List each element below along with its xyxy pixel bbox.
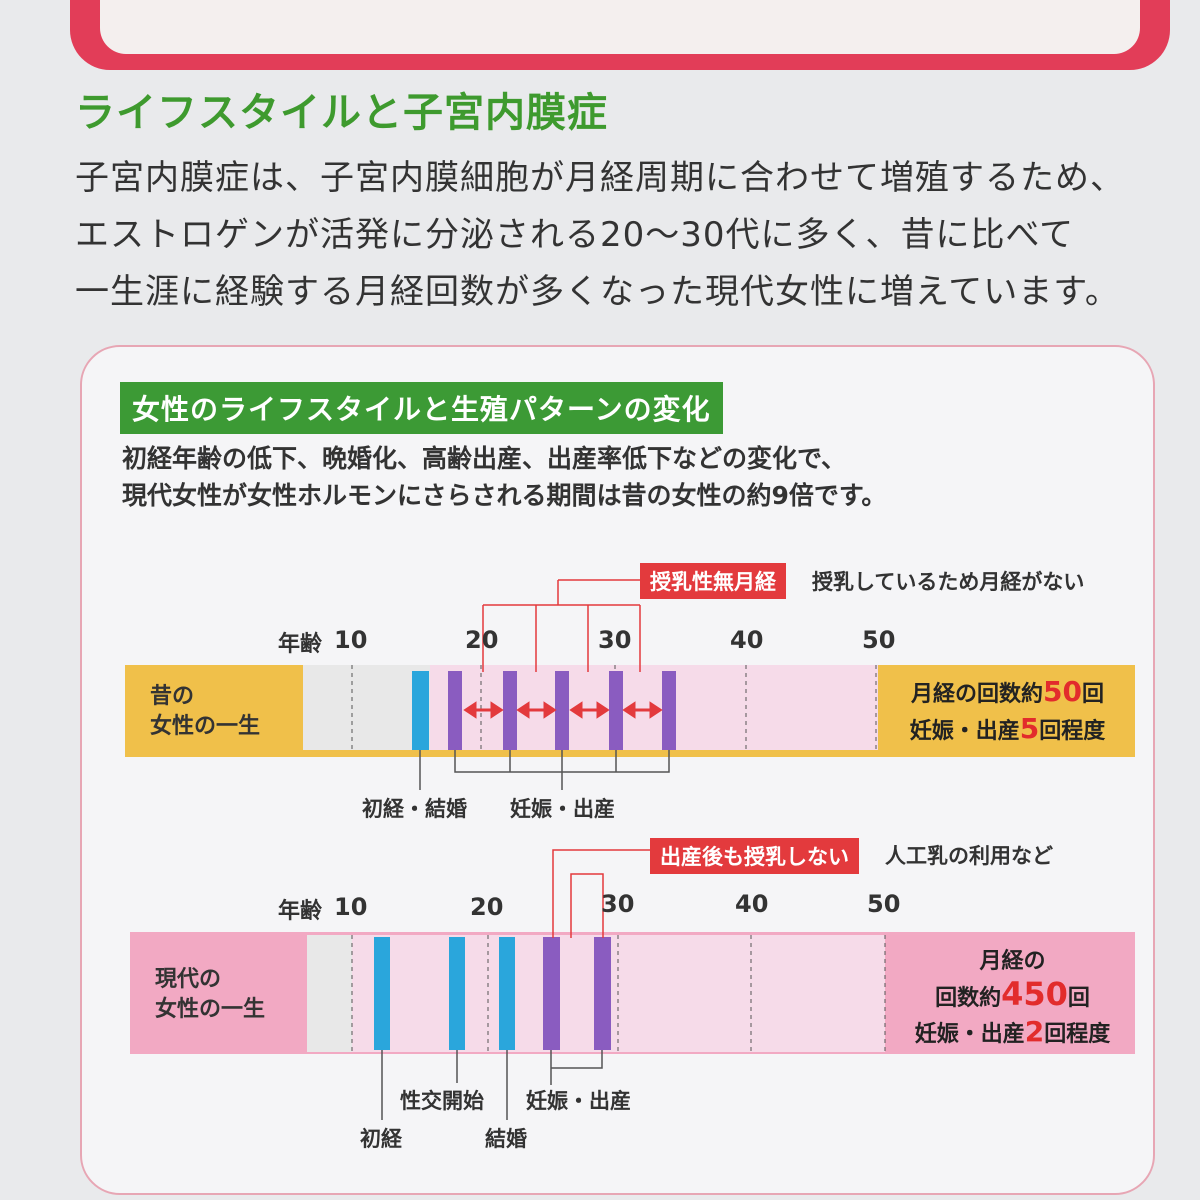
modern-row-label-line: 女性の一生 (155, 997, 266, 1022)
past-event-menarche-marriage: 初経・結婚 (362, 797, 467, 821)
modern-event-connectors (381, 1050, 603, 1120)
past-callout-badge: 授乳性無月経 (640, 563, 786, 599)
intro-line: 子宮内膜症は、子宮内膜細胞が月経周期に合わせて増殖するため、 (75, 158, 1125, 198)
past-result-unit: 回程度 (1039, 719, 1106, 744)
modern-result-text: 月経の (979, 949, 1046, 974)
past-lactation-arrows (463, 701, 663, 719)
intro-line: 一生涯に経験する月経回数が多くなった現代女性に増えています。 (75, 272, 1120, 312)
past-event-connectors (419, 750, 670, 790)
past-pregnancy-bar (503, 671, 517, 750)
top-frame-inner (100, 0, 1140, 54)
intro-line: エストロゲンが活発に分泌される20～30代に多く、昔に比べて (75, 215, 1075, 255)
modern-result-unit: 回程度 (1044, 1022, 1111, 1047)
modern-event-menarche: 初経 (360, 1127, 402, 1151)
past-callout-connector (482, 579, 641, 672)
modern-intercourse-bar (449, 937, 465, 1050)
modern-pregnancy-bar (594, 937, 611, 1050)
modern-callout-badge: 出産後も授乳しない (650, 838, 859, 874)
past-result-unit: 回 (1081, 682, 1104, 707)
modern-row-label-line: 現代の (155, 967, 222, 992)
past-event-pregnancy-birth: 妊娠・出産 (510, 797, 615, 821)
past-result-text: 月経の回数約 (911, 682, 1044, 707)
past-age-prefix: 年齢 (278, 632, 323, 657)
past-pregnancy-bar (555, 671, 569, 750)
past-menarche-bar (412, 671, 429, 750)
modern-pregnancy-bar (543, 937, 560, 1050)
modern-callout-connector (552, 849, 650, 938)
past-pregnancy-bar (448, 671, 462, 750)
panel-desc-line: 現代女性が女性ホルモンにさらされる期間は昔の女性の約9倍です。 (122, 481, 887, 510)
modern-result-text: 回数約 (935, 986, 1002, 1011)
panel-description: 初経年齢の低下、晩婚化、高齢出産、出産率低下などの変化で、 現代女性が女性ホルモ… (122, 440, 1122, 514)
past-age-40: 40 (730, 626, 764, 654)
modern-age-10: 10 (334, 893, 368, 921)
modern-age-20: 20 (470, 893, 504, 921)
past-age-10: 10 (334, 626, 368, 654)
modern-age-prefix: 年齢 (278, 899, 323, 924)
modern-result-text: 妊娠・出産 (914, 1022, 1025, 1047)
past-result: 月経の回数約50回 妊娠・出産5回程度 (880, 675, 1135, 749)
modern-age-50: 50 (867, 890, 901, 918)
modern-result: 月経の 回数約450回 妊娠・出産2回程度 (890, 945, 1135, 1051)
past-row-label: 昔の 女性の一生 (150, 682, 260, 742)
modern-row-label: 現代の 女性の一生 (155, 965, 265, 1025)
panel-desc-line: 初経年齢の低下、晩婚化、高齢出産、出産率低下などの変化で、 (122, 444, 847, 473)
modern-event-pregnancy-birth: 妊娠・出産 (526, 1089, 631, 1113)
past-row-label-line: 女性の一生 (150, 714, 261, 739)
past-row (125, 579, 1135, 790)
past-pregnancy-bar (662, 671, 676, 750)
past-age-20: 20 (465, 626, 499, 654)
modern-age-30: 30 (601, 890, 635, 918)
modern-event-marriage: 結婚 (485, 1127, 527, 1151)
past-pregnancy-count: 5 (1019, 712, 1040, 745)
past-pregnancy-bar (609, 671, 623, 750)
modern-row (130, 849, 1135, 1120)
modern-callout-note: 人工乳の利用など (885, 844, 1053, 868)
modern-age-40: 40 (735, 890, 769, 918)
modern-event-intercourse: 性交開始 (400, 1089, 484, 1113)
past-callout-note: 授乳しているため月経がない (812, 570, 1085, 594)
modern-pregnancy-count: 2 (1024, 1015, 1045, 1048)
modern-result-unit: 回 (1067, 986, 1090, 1011)
past-menstruation-count: 50 (1043, 675, 1082, 708)
past-age-50: 50 (862, 626, 896, 654)
modern-marriage-bar (499, 937, 515, 1050)
top-decorative-frame (70, 0, 1170, 70)
intro-paragraph: 子宮内膜症は、子宮内膜細胞が月経周期に合わせて増殖するため、 エストロゲンが活発… (75, 150, 1185, 321)
modern-menarche-bar (374, 937, 390, 1050)
modern-menstruation-count: 450 (1001, 975, 1068, 1013)
past-age-30: 30 (598, 626, 632, 654)
panel-title: 女性のライフスタイルと生殖パターンの変化 (120, 382, 723, 434)
past-row-label-line: 昔の (150, 684, 195, 709)
section-title: ライフスタイルと子宮内膜症 (75, 90, 608, 136)
past-result-text: 妊娠・出産 (909, 719, 1020, 744)
